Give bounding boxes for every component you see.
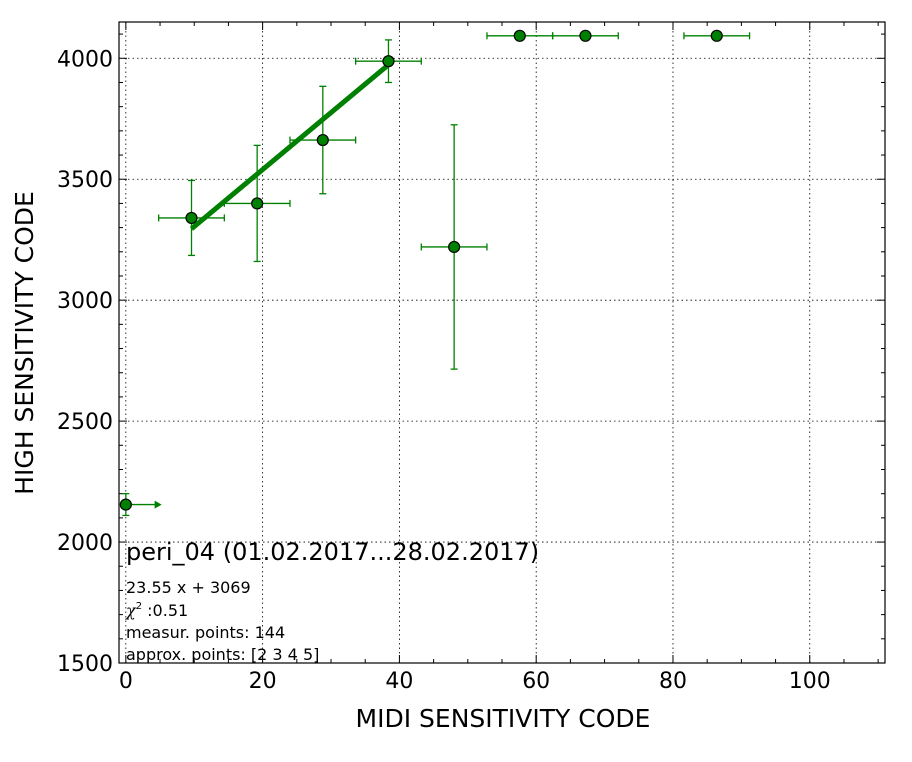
data-point-group: [551, 29, 619, 42]
data-point-group: [289, 85, 357, 195]
x-tick-label: 40: [385, 669, 413, 694]
x-tick-label: 0: [119, 669, 133, 694]
annotation-approx-points: approx. points: [2 3 4 5]: [126, 645, 319, 664]
chi-symbol: χ: [125, 601, 137, 620]
data-points: [119, 29, 751, 517]
data-point-marker: [710, 29, 723, 42]
annotation-title: peri_04 (01.02.2017...28.02.2017): [126, 538, 539, 566]
axis-ticks: [119, 22, 885, 664]
chi-exponent: 2: [136, 601, 142, 612]
y-axis-title: HIGH SENSITIVITY CODE: [10, 191, 39, 495]
data-point-marker: [119, 498, 132, 511]
annotation-chi-squared: χ2 :0.51: [125, 601, 188, 620]
x-tick-label: 80: [659, 669, 687, 694]
data-point-marker: [251, 197, 264, 210]
x-axis-title: MIDI SENSITIVITY CODE: [356, 704, 651, 733]
annotation-block: peri_04 (01.02.2017...28.02.2017) 23.55 …: [125, 538, 539, 664]
data-point-group: [354, 39, 422, 84]
x-tick-label: 60: [522, 669, 550, 694]
data-point-group: [223, 144, 291, 263]
x-tick-label: 100: [789, 669, 831, 694]
y-tick-label: 1500: [57, 652, 113, 677]
y-tick-label: 2500: [57, 410, 113, 435]
tick-labels: 0 20 40 60 80 100 1500 2000 2500 3000 3500 4000: [57, 47, 831, 694]
data-point-marker: [382, 55, 395, 68]
y-tick-label: 3500: [57, 168, 113, 193]
data-point-group: [119, 493, 162, 517]
data-point-group: [683, 29, 751, 42]
chi-value: :0.51: [142, 601, 188, 620]
y-tick-label: 3000: [57, 289, 113, 314]
data-point-marker: [579, 29, 592, 42]
y-tick-label: 2000: [57, 531, 113, 556]
x-tick-label: 20: [249, 669, 277, 694]
data-point-group: [486, 29, 554, 42]
annotation-equation: 23.55 x + 3069: [126, 578, 251, 597]
grid: [119, 22, 885, 663]
data-point-marker: [185, 211, 198, 225]
data-point-group: [158, 179, 225, 257]
annotation-measur-points: measur. points: 144: [126, 623, 285, 642]
data-point-marker: [448, 240, 461, 254]
plot-frame: [118, 21, 886, 664]
data-point-marker: [316, 133, 329, 147]
arrow-right-icon: [154, 500, 162, 509]
y-tick-label: 4000: [57, 47, 113, 72]
data-point-marker: [513, 29, 526, 42]
data-point-group: [420, 124, 488, 370]
